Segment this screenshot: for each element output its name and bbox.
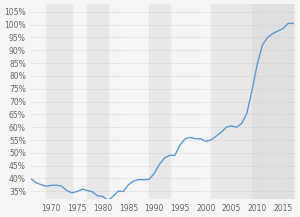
- Bar: [108, 4, 149, 199]
- Bar: [46, 4, 72, 199]
- Bar: [252, 4, 293, 199]
- Bar: [149, 4, 170, 199]
- Bar: [72, 4, 87, 199]
- Bar: [252, 4, 293, 199]
- Bar: [46, 4, 72, 199]
- Bar: [87, 4, 108, 199]
- Bar: [87, 4, 108, 199]
- Bar: [211, 4, 252, 199]
- Bar: [31, 4, 46, 199]
- Bar: [170, 4, 211, 199]
- Bar: [211, 4, 252, 199]
- Bar: [149, 4, 170, 199]
